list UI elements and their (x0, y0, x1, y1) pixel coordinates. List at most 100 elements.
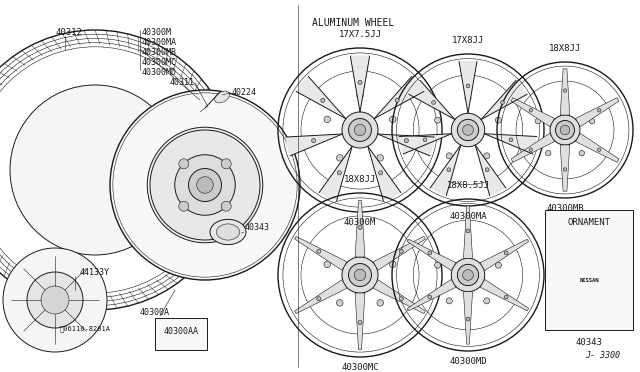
Polygon shape (575, 98, 619, 126)
Circle shape (179, 201, 189, 211)
Circle shape (598, 109, 601, 112)
Circle shape (463, 270, 474, 280)
Polygon shape (484, 134, 537, 154)
Circle shape (349, 119, 371, 141)
Circle shape (349, 263, 371, 286)
Circle shape (465, 240, 471, 246)
Text: 44133Y: 44133Y (80, 268, 110, 277)
Polygon shape (374, 76, 424, 119)
Text: 40300MC: 40300MC (142, 58, 177, 67)
Circle shape (500, 100, 504, 105)
Text: 40224: 40224 (232, 88, 257, 97)
Polygon shape (430, 145, 461, 196)
Circle shape (221, 201, 231, 211)
Circle shape (41, 286, 69, 314)
Text: 40300MC: 40300MC (341, 363, 379, 372)
Circle shape (189, 169, 221, 202)
Circle shape (147, 127, 263, 243)
Circle shape (355, 124, 365, 136)
Circle shape (110, 90, 300, 280)
Text: 40343: 40343 (575, 338, 602, 347)
Circle shape (435, 262, 441, 268)
Text: 40300MD: 40300MD (449, 357, 487, 366)
Polygon shape (459, 61, 477, 113)
Circle shape (563, 89, 566, 92)
Circle shape (390, 116, 396, 123)
Circle shape (466, 317, 470, 321)
Text: 17X8JJ: 17X8JJ (452, 36, 484, 45)
Text: 40300M: 40300M (344, 218, 376, 227)
Circle shape (358, 321, 362, 325)
Circle shape (484, 298, 490, 304)
Circle shape (446, 153, 452, 159)
Circle shape (356, 237, 364, 244)
Polygon shape (480, 239, 529, 270)
Circle shape (317, 297, 321, 301)
Circle shape (451, 258, 484, 292)
Text: Ⓑ06110-8201A: Ⓑ06110-8201A (60, 325, 111, 331)
Circle shape (509, 138, 513, 142)
Text: 17X7.5JJ: 17X7.5JJ (339, 30, 381, 39)
Text: 18X8JJ: 18X8JJ (549, 44, 581, 53)
Text: ORNAMENT: ORNAMENT (568, 218, 611, 227)
Text: 18X8.5JJ: 18X8.5JJ (447, 181, 490, 190)
Circle shape (399, 297, 403, 301)
Text: 40300MA: 40300MA (142, 38, 177, 47)
Circle shape (484, 153, 490, 159)
Circle shape (196, 177, 213, 193)
Circle shape (312, 138, 316, 142)
Polygon shape (480, 279, 529, 311)
Circle shape (560, 125, 570, 135)
Text: 40300M: 40300M (142, 28, 172, 37)
Text: ALUMINUM WHEEL: ALUMINUM WHEEL (312, 18, 394, 28)
Polygon shape (373, 237, 426, 270)
Circle shape (458, 264, 479, 286)
Circle shape (428, 295, 432, 299)
Circle shape (3, 248, 107, 352)
Circle shape (447, 168, 451, 171)
Circle shape (463, 125, 474, 135)
Circle shape (451, 113, 484, 147)
Circle shape (324, 261, 330, 267)
Polygon shape (476, 145, 506, 196)
Polygon shape (355, 201, 365, 257)
Bar (545, 210, 633, 330)
Polygon shape (350, 55, 370, 112)
Polygon shape (296, 76, 346, 119)
Text: 40300A: 40300A (140, 308, 170, 317)
Circle shape (337, 171, 341, 175)
Text: 40312: 40312 (55, 28, 82, 37)
Circle shape (317, 249, 321, 253)
Polygon shape (285, 134, 342, 156)
Text: 40311: 40311 (170, 78, 195, 87)
Polygon shape (511, 98, 554, 126)
Circle shape (504, 251, 508, 255)
Ellipse shape (216, 224, 240, 240)
Ellipse shape (559, 258, 619, 302)
Circle shape (179, 159, 189, 169)
Polygon shape (399, 134, 452, 154)
Polygon shape (560, 145, 570, 191)
Polygon shape (294, 280, 347, 314)
Text: 40300MB: 40300MB (546, 204, 584, 213)
Polygon shape (355, 293, 365, 350)
Text: NISSAN: NISSAN (579, 278, 599, 282)
Circle shape (221, 159, 231, 169)
Circle shape (550, 115, 580, 145)
Circle shape (485, 168, 489, 171)
Circle shape (529, 148, 532, 151)
Circle shape (337, 299, 343, 306)
Circle shape (466, 229, 470, 233)
Polygon shape (368, 146, 401, 201)
Circle shape (358, 225, 362, 230)
Circle shape (535, 118, 541, 124)
Circle shape (446, 298, 452, 304)
Polygon shape (463, 206, 472, 258)
Polygon shape (575, 133, 619, 162)
Circle shape (504, 295, 508, 299)
Circle shape (423, 138, 427, 142)
Text: 40300AA: 40300AA (163, 327, 198, 336)
Polygon shape (481, 80, 527, 119)
Circle shape (377, 155, 383, 161)
Polygon shape (408, 279, 456, 311)
